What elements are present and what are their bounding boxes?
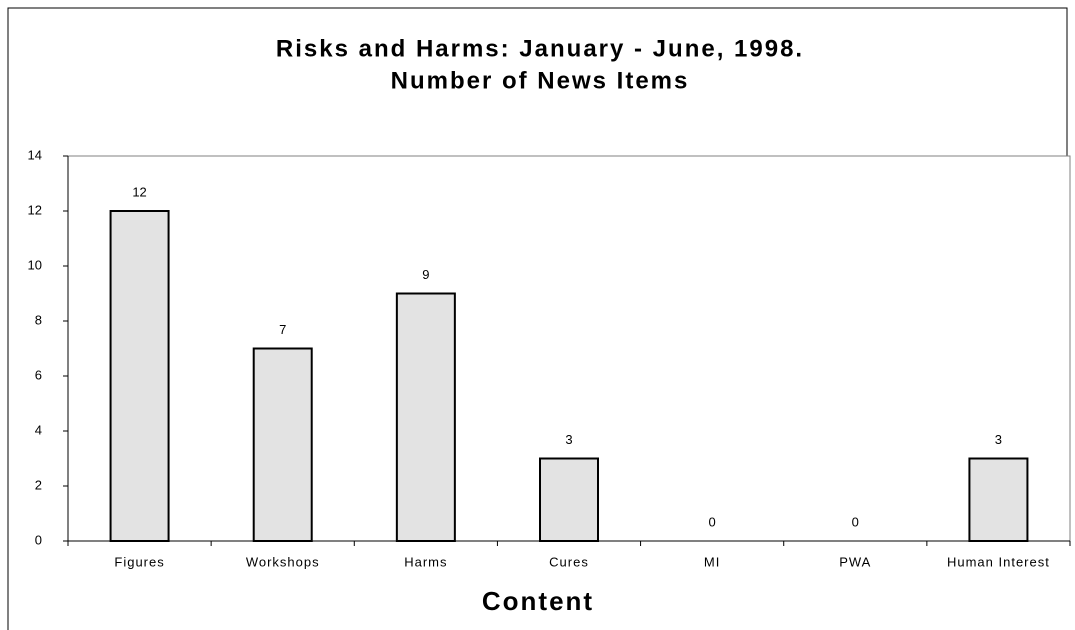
x-tick-label: Figures <box>114 554 164 569</box>
y-tick-label: 0 <box>35 532 42 547</box>
x-tick-label: Workshops <box>246 554 320 569</box>
y-tick-label: 10 <box>28 257 42 272</box>
y-tick-label: 6 <box>35 367 42 382</box>
x-tick-label: Harms <box>404 554 447 569</box>
bar <box>968 457 1029 542</box>
y-tick-label: 2 <box>35 477 42 492</box>
x-tick-label: Cures <box>549 554 589 569</box>
value-label: 3 <box>565 432 572 447</box>
value-label: 0 <box>852 514 859 529</box>
chart-subtitle: Number of News Items <box>391 67 690 94</box>
x-tick-label: Human Interest <box>947 554 1050 569</box>
x-tick-label: PWA <box>839 554 871 569</box>
bar <box>109 210 170 542</box>
value-label: 9 <box>422 267 429 282</box>
y-tick-label: 12 <box>28 202 42 217</box>
value-label: 12 <box>132 184 146 199</box>
plot-border <box>68 155 1071 541</box>
bar <box>539 457 599 542</box>
value-label: 7 <box>279 322 286 337</box>
x-axis-label: Content <box>482 586 594 616</box>
y-tick-label: 14 <box>28 147 42 162</box>
y-tick-label: 8 <box>35 312 42 327</box>
value-label: 0 <box>709 514 716 529</box>
bar <box>395 292 456 542</box>
y-tick-label: 4 <box>35 422 42 437</box>
x-tick-label: MI <box>704 554 720 569</box>
value-label: 3 <box>995 432 1002 447</box>
bar <box>252 347 313 542</box>
chart-frame <box>7 7 1068 630</box>
chart-title: Risks and Harms: January - June, 1998. <box>276 35 804 62</box>
